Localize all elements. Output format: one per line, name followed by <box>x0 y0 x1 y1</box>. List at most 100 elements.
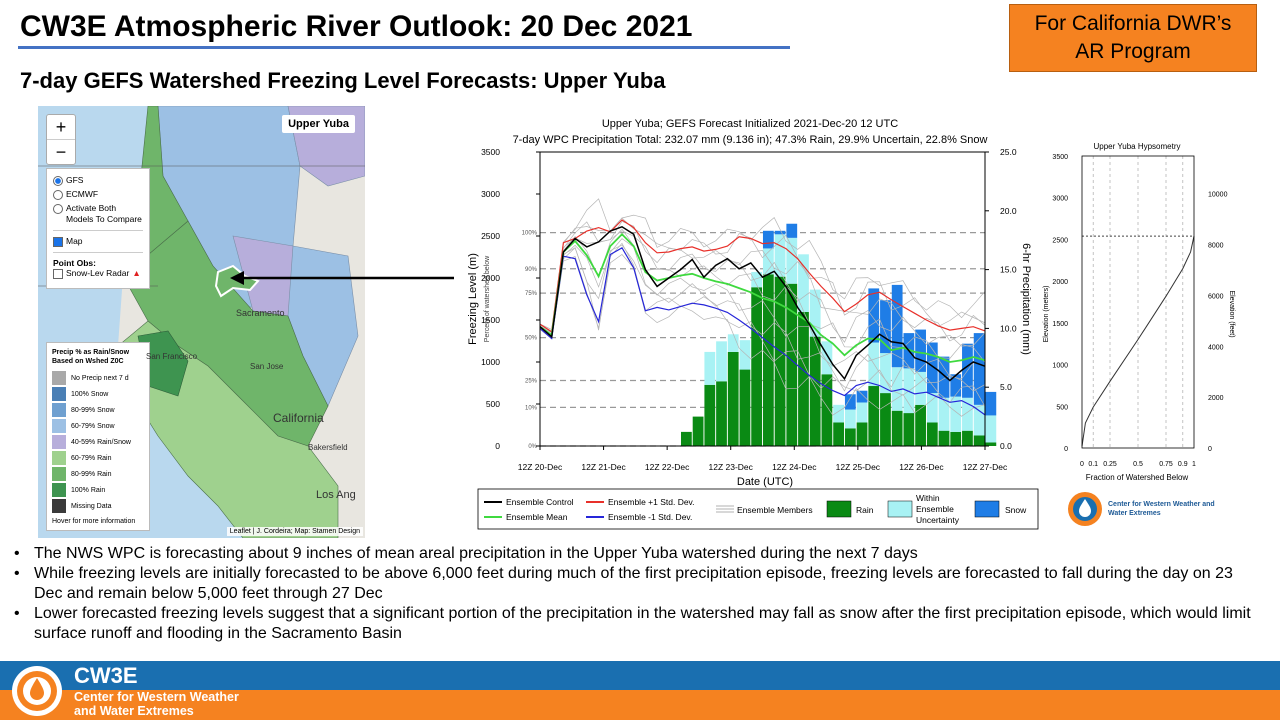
model-option-gfs[interactable]: GFS <box>53 175 143 186</box>
legend-item-label: 100% Snow <box>71 390 109 398</box>
legend-item-label: No Precip next 7 d <box>71 374 129 382</box>
uncertain-bar <box>833 404 845 423</box>
hyp-x-tick-label: 0.5 <box>1133 461 1143 468</box>
rain-bar <box>704 384 716 446</box>
y-tick-label-left: 2500 <box>481 231 500 241</box>
hyp-frame <box>1081 155 1195 449</box>
rain-bar <box>903 413 915 446</box>
radio-icon[interactable] <box>53 204 63 214</box>
hyp-x-tick-label: 0.1 <box>1088 461 1098 468</box>
uncertain-bar <box>809 289 821 337</box>
model-option-label: Activate Both Models To Compare <box>66 203 142 224</box>
radar-triangle-icon: ▲ <box>132 268 141 278</box>
ensemble-member-line <box>539 230 986 347</box>
zoom-control[interactable]: + − <box>46 114 76 165</box>
model-option-label: GFS <box>66 175 84 185</box>
uncertain-bar <box>938 397 950 431</box>
x-tick-label: 12Z 24-Dec <box>772 462 817 472</box>
y-tick-label-right: 10.0 <box>1000 323 1017 333</box>
legend-swatch <box>52 435 66 449</box>
watershed-map[interactable]: + − Upper Yuba GFS ECMWF Activate Both M… <box>38 106 365 538</box>
hyp-y-tick-label-ft: 10000 <box>1208 192 1228 199</box>
chart-legend: Ensemble Control Ensemble +1 Std. Dev. E… <box>477 488 1039 530</box>
legend-label-within: Within <box>916 493 940 503</box>
cw3e-small-text: Center for Western Weather and Water Ext… <box>1108 501 1215 517</box>
percent-tick-label: 50% <box>525 336 538 342</box>
model-option-both[interactable]: Activate Both Models To Compare <box>53 203 143 225</box>
ensemble-member-line <box>539 238 986 380</box>
radio-icon[interactable] <box>53 176 63 186</box>
zoom-in-button[interactable]: + <box>55 117 67 137</box>
zoom-out-button[interactable]: − <box>47 139 75 164</box>
divider <box>53 230 143 231</box>
rain-bar <box>938 430 950 446</box>
program-box-line2: AR Program <box>1075 40 1191 63</box>
cw3e-footer-logo-icon <box>12 666 62 716</box>
map-attribution[interactable]: Leaflet | J. Cordeira; Map: Stamen Desig… <box>226 527 363 536</box>
legend-swatch <box>52 451 66 465</box>
legend-item: 100% Snow <box>52 386 144 402</box>
rain-bar <box>751 287 763 446</box>
checkbox-icon[interactable] <box>53 269 63 279</box>
legend-title: Precip % as Rain/Snow Based on Wshed Z0C <box>52 349 130 365</box>
legend-swatch <box>52 371 66 385</box>
model-option-ecmwf[interactable]: ECMWF <box>53 189 143 200</box>
rain-bar <box>692 416 704 446</box>
legend-item-label: 60-79% Snow <box>71 422 115 430</box>
y-tick-label-left: 3000 <box>481 189 500 199</box>
rain-bar <box>821 374 833 446</box>
legend-swatch <box>52 467 66 481</box>
place-label: California <box>273 411 324 425</box>
y-axis-label-left-percent: Percent of watershed below <box>484 255 491 342</box>
hyp-y-tick-label-m: 1500 <box>1052 321 1068 328</box>
footer-brand-subtitle: Center for Western Weather and Water Ext… <box>74 690 239 718</box>
rain-bar <box>891 410 903 446</box>
legend-label: Rain <box>856 505 874 515</box>
map-toggle[interactable]: Map <box>53 236 143 247</box>
hypsometry-y-label-left: Elevation (meters) <box>1043 286 1050 343</box>
rain-bar <box>798 311 809 446</box>
hypsometry-curve <box>1081 235 1195 447</box>
x-tick-label: 12Z 22-Dec <box>645 462 690 472</box>
x-tick-label: 12Z 27-Dec <box>963 462 1008 472</box>
ensemble-member-line <box>539 254 986 417</box>
x-tick-label: 12Z 20-Dec <box>518 462 563 472</box>
map-place-labels: Sacramento San Francisco San Jose Califo… <box>146 308 356 501</box>
rain-bar <box>833 422 845 446</box>
snow-bar <box>844 394 856 410</box>
legend-label-uncertainty: Uncertainty <box>916 515 960 525</box>
uncertain-bar <box>739 340 751 370</box>
y-tick-label-right: 0.0 <box>1000 441 1012 451</box>
uncertain-bar <box>962 397 973 431</box>
ensemble-control-line <box>539 225 986 382</box>
hyp-y-tick-label-ft: 8000 <box>1208 243 1224 250</box>
legend-swatch <box>52 403 66 417</box>
rain-bar <box>809 336 821 446</box>
legend-swatch-uncertain <box>887 500 913 518</box>
snow-bar <box>926 342 938 394</box>
y-tick-label-right: 20.0 <box>1000 206 1017 216</box>
y-tick-label-right: 25.0 <box>1000 147 1017 157</box>
legend-label-ensemble: Ensemble <box>916 504 954 514</box>
legend-item-label: 40-59% Rain/Snow <box>71 438 131 446</box>
model-control-panel[interactable]: GFS ECMWF Activate Both Models To Compar… <box>46 168 150 289</box>
legend-label: Ensemble +1 Std. Dev. <box>608 497 695 507</box>
rain-bar <box>739 369 751 446</box>
y-tick-label-left: 1500 <box>481 315 500 325</box>
legend-swatch <box>52 419 66 433</box>
legend-swatch <box>52 387 66 401</box>
checkbox-icon[interactable] <box>53 237 63 247</box>
x-tick-label: 12Z 25-Dec <box>836 462 881 472</box>
legend-item: 60-79% Rain <box>52 450 144 466</box>
y-tick-label-right: 5.0 <box>1000 382 1012 392</box>
hyp-x-tick-label: 0.75 <box>1159 461 1173 468</box>
legend-item: 60-79% Snow <box>52 418 144 434</box>
uncertain-bar <box>751 271 763 288</box>
hyp-x-tick-label: 0 <box>1080 461 1084 468</box>
radio-icon[interactable] <box>53 190 63 200</box>
legend-item: 40-59% Rain/Snow <box>52 434 144 450</box>
bullet-item: • The NWS WPC is forecasting about 9 inch… <box>14 544 1264 564</box>
legend-label: Ensemble Control <box>506 497 574 507</box>
uncertain-bar <box>704 351 716 385</box>
point-obs-toggle[interactable]: Snow-Lev Radar ▲ <box>53 268 143 279</box>
